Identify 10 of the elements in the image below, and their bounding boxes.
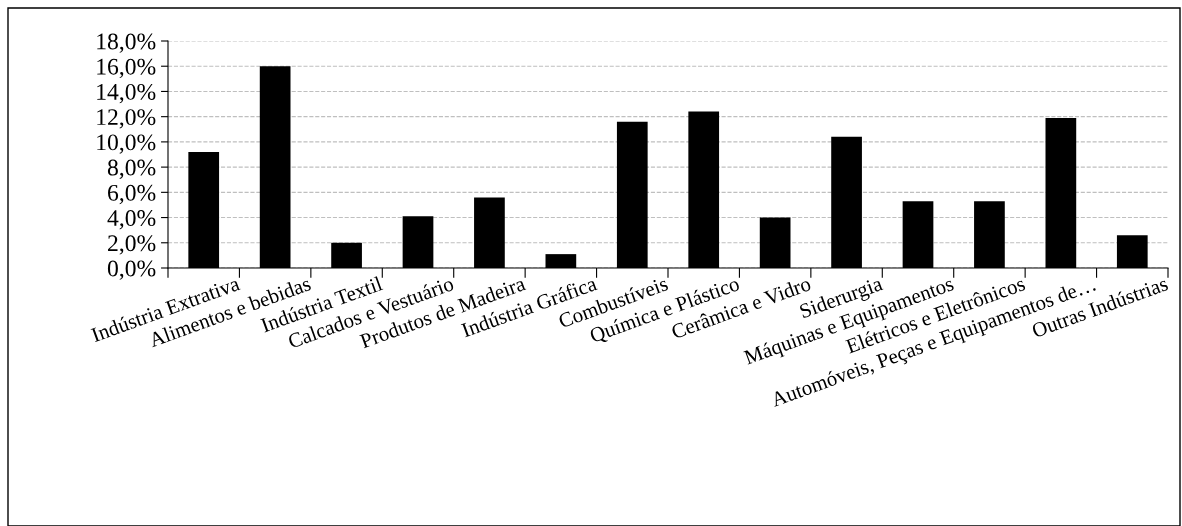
- y-tick-label: 16,0%: [97, 58, 156, 79]
- y-tick-label: 2,0%: [108, 235, 156, 255]
- y-tick-label: 4,0%: [107, 210, 156, 230]
- y-tick-label: 12,0%: [97, 109, 156, 129]
- y-tick-label: 18,0%: [97, 33, 156, 53]
- y-tick-label: 0,0%: [107, 260, 156, 280]
- y-tick-label: 8,0%: [107, 159, 156, 179]
- y-tick-label: 14,0%: [97, 83, 156, 104]
- y-tick-label: 10,0%: [97, 134, 156, 154]
- y-tick-label: 6,0%: [108, 184, 156, 205]
